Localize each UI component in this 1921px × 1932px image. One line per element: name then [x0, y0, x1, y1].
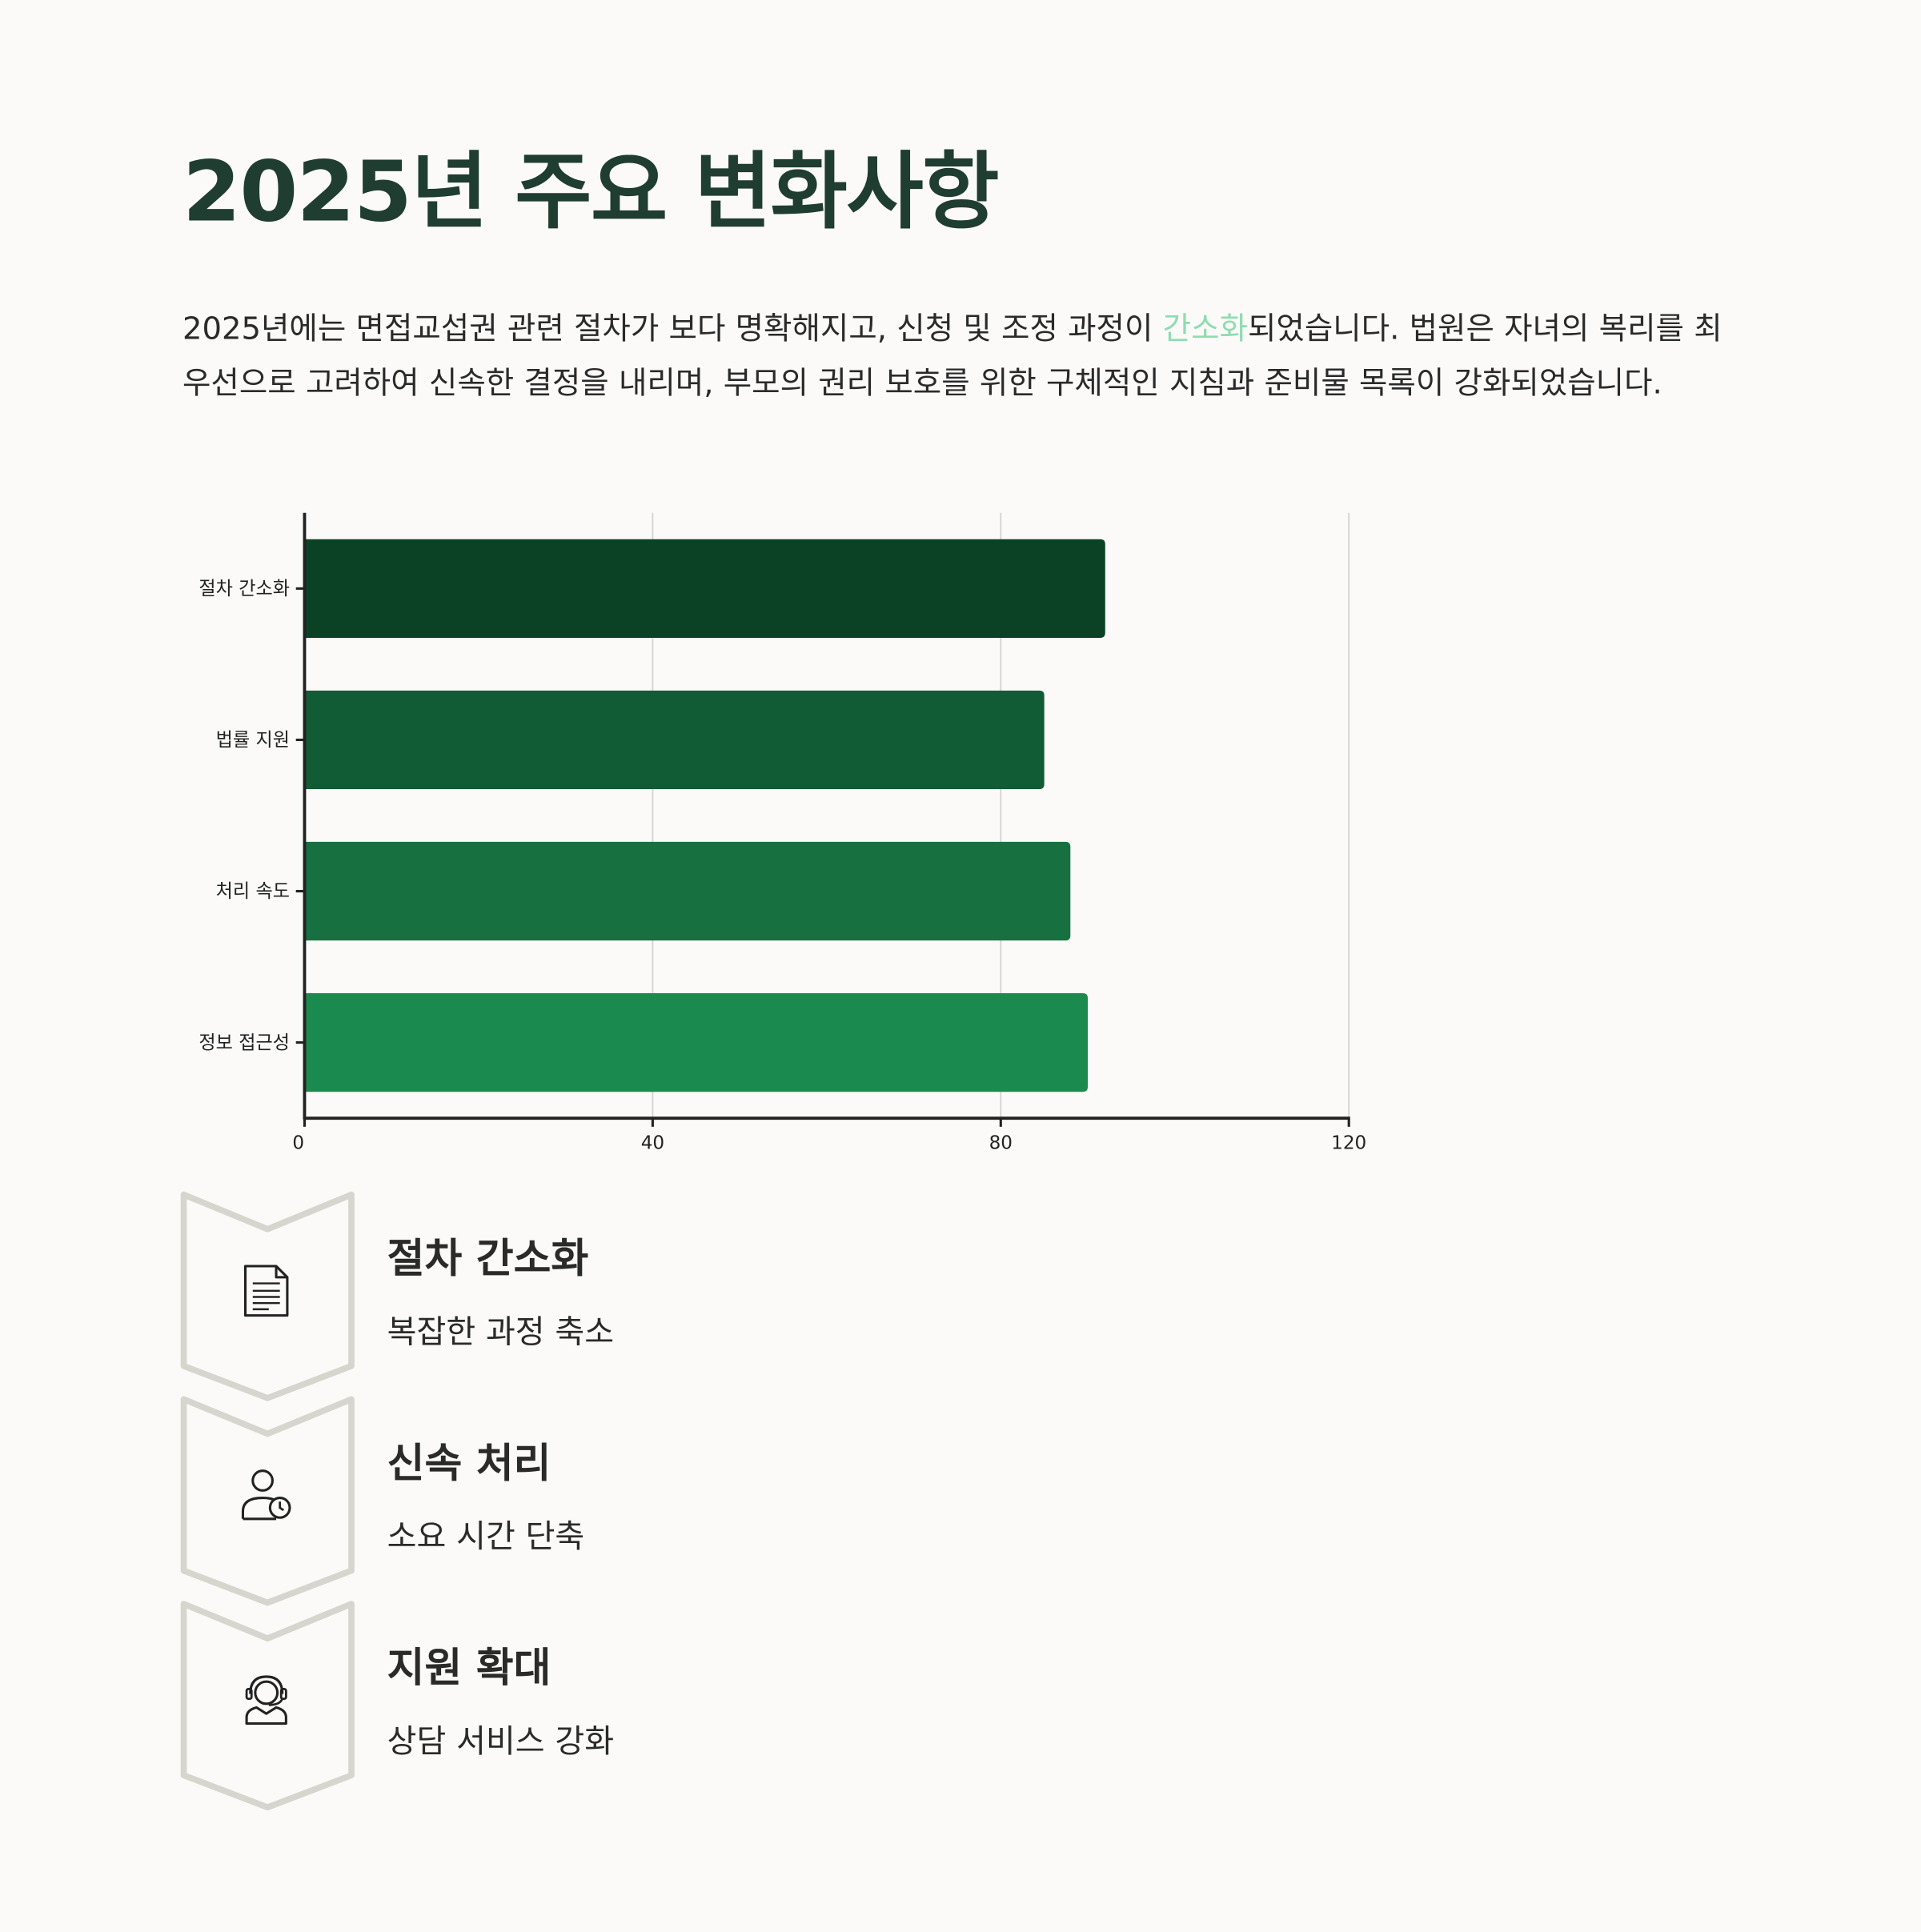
x-tick-label: 0	[292, 1133, 304, 1154]
chevron-shape	[180, 1601, 355, 1811]
bar	[304, 539, 1105, 638]
step-3-title: 지원 확대	[387, 1643, 551, 1692]
step-2	[180, 1396, 359, 1606]
y-tick-label: 법률 지원	[216, 730, 290, 751]
bar	[304, 841, 1071, 941]
bar	[304, 690, 1045, 790]
y-tick-label: 정보 접근성	[199, 1032, 290, 1053]
y-tick-label: 처리 속도	[216, 881, 290, 902]
step-1-subtitle: 복잡한 과정 축소	[387, 1314, 615, 1352]
headset-support-icon	[245, 1675, 287, 1726]
x-tick-label: 120	[1331, 1133, 1366, 1154]
step-3	[180, 1600, 359, 1811]
chevron-shape	[180, 1396, 355, 1606]
step-1-title: 절차 간소화	[387, 1233, 589, 1283]
chevron-shape	[180, 1191, 355, 1401]
y-tick-label: 절차 간소화	[199, 579, 290, 599]
intro-text-end: 되었습니다. 법원은 자녀의 복리를 최우선으로 고려하여 신속한 결정을 내리…	[182, 311, 1722, 401]
page-title: 2025년 주요 변화사항	[182, 144, 1000, 242]
user-clock-icon	[241, 1469, 291, 1521]
x-tick-label: 40	[641, 1133, 664, 1154]
x-tick-label: 80	[989, 1133, 1013, 1154]
bar	[304, 992, 1089, 1092]
document-icon	[243, 1265, 289, 1317]
step-2-subtitle: 소요 시간 단축	[387, 1518, 585, 1556]
step-1	[180, 1191, 359, 1401]
step-3-subtitle: 상담 서비스 강화	[387, 1723, 615, 1761]
step-2-title: 신속 처리	[387, 1438, 551, 1487]
intro-paragraph: 2025년에는 면접교섭권 관련 절차가 보다 명확해지고, 신청 및 조정 과…	[182, 302, 1748, 411]
intro-text: 2025년에는 면접교섭권 관련 절차가 보다 명확해지고, 신청 및 조정 과…	[182, 311, 1163, 347]
intro-highlight: 간소화	[1162, 311, 1248, 347]
